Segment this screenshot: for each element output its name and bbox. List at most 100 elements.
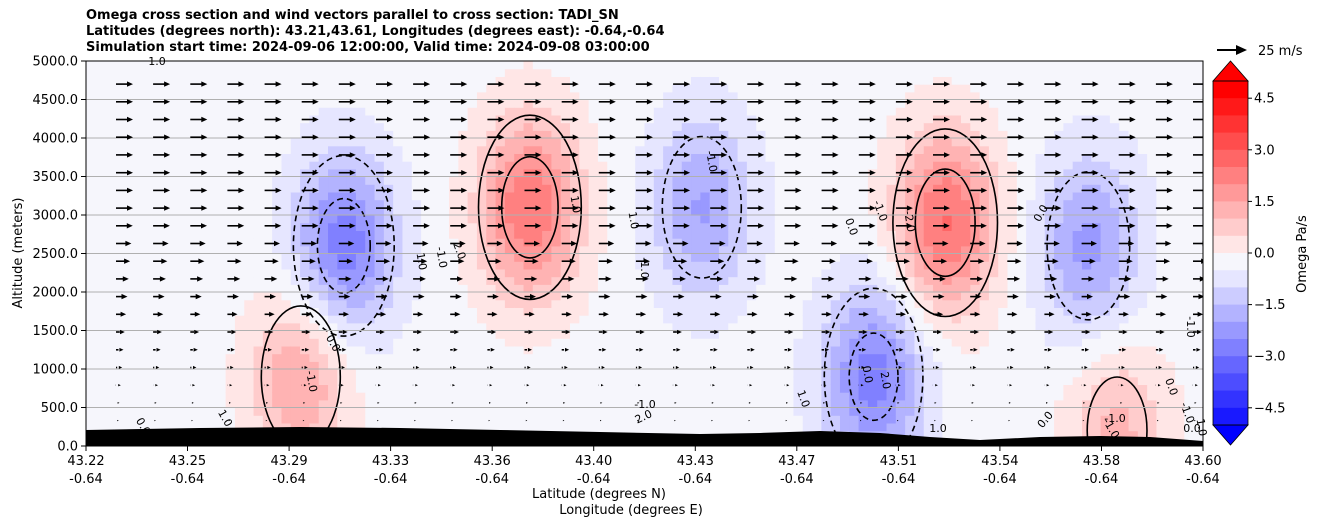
field-cell xyxy=(160,245,171,255)
field-cell xyxy=(86,338,96,347)
field-cell xyxy=(597,392,608,401)
field-cell xyxy=(895,369,906,378)
field-cell xyxy=(318,376,329,385)
field-cell xyxy=(691,107,701,116)
field-cell xyxy=(579,338,590,347)
field-cell xyxy=(951,353,962,362)
field-cell xyxy=(113,376,124,385)
field-cell xyxy=(523,230,534,239)
field-cell xyxy=(830,369,841,378)
field-cell xyxy=(542,292,553,301)
field-cell xyxy=(737,130,748,139)
title-line-1: Omega cross section and wind vectors par… xyxy=(86,8,619,23)
field-cell xyxy=(635,276,646,285)
field-cell xyxy=(756,76,767,85)
field-cell xyxy=(374,369,385,378)
field-cell xyxy=(691,399,701,409)
field-cell xyxy=(979,199,990,208)
field-cell xyxy=(95,330,106,339)
field-cell xyxy=(504,369,515,378)
field-cell xyxy=(802,207,813,216)
field-cell xyxy=(523,130,534,139)
field-cell xyxy=(532,207,543,216)
field-cell xyxy=(151,315,162,324)
field-cell xyxy=(207,415,217,424)
field-cell xyxy=(169,369,180,378)
field-cell xyxy=(542,222,553,231)
field-cell xyxy=(309,176,320,185)
field-cell xyxy=(746,207,757,216)
field-cell xyxy=(951,76,962,85)
field-cell xyxy=(998,376,1009,385)
field-cell xyxy=(476,114,487,124)
field-cell xyxy=(179,61,189,70)
field-cell xyxy=(998,268,1009,278)
field-cell xyxy=(188,76,199,85)
field-cell xyxy=(960,268,971,278)
field-cell xyxy=(402,422,413,432)
field-cell xyxy=(365,138,376,147)
field-cell xyxy=(95,353,106,362)
field-cell xyxy=(691,407,701,416)
field-cell xyxy=(467,161,478,170)
field-cell xyxy=(402,338,413,347)
field-cell xyxy=(756,153,767,162)
field-cell xyxy=(318,399,329,409)
field-cell xyxy=(653,376,664,385)
field-cell xyxy=(700,230,711,239)
title-line-2: Latitudes (degrees north): 43.21,43.61, … xyxy=(86,24,665,39)
field-cell xyxy=(653,353,664,362)
field-cell xyxy=(309,345,320,355)
field-cell xyxy=(700,392,711,401)
field-cell xyxy=(951,191,962,201)
field-cell xyxy=(988,168,999,178)
field-cell xyxy=(439,176,450,185)
field-cell xyxy=(560,107,571,116)
field-cell xyxy=(942,345,953,355)
field-cell xyxy=(234,361,245,370)
field-cell xyxy=(774,107,785,116)
field-cell xyxy=(812,230,822,239)
field-cell xyxy=(821,99,832,108)
field-cell xyxy=(839,330,850,339)
field-cell xyxy=(272,122,283,131)
field-cell xyxy=(793,153,804,162)
field-cell xyxy=(579,222,590,231)
field-cell xyxy=(179,307,189,316)
field-cell xyxy=(151,68,162,77)
field-cell xyxy=(709,322,720,332)
field-cell xyxy=(988,245,999,255)
field-cell xyxy=(616,207,627,216)
field-cell xyxy=(998,338,1009,347)
field-cell xyxy=(365,168,376,178)
field-cell xyxy=(570,207,580,216)
field-cell xyxy=(625,384,636,393)
field-cell xyxy=(607,376,618,385)
field-cell xyxy=(449,261,459,270)
field-cell xyxy=(737,384,748,393)
field-cell xyxy=(300,207,310,216)
field-cell xyxy=(207,307,217,316)
field-cell xyxy=(858,191,869,201)
field-cell xyxy=(458,322,469,332)
field-cell xyxy=(151,369,162,378)
field-cell xyxy=(523,399,534,409)
field-cell xyxy=(951,399,962,409)
field-cell xyxy=(597,61,608,70)
field-cell xyxy=(532,376,543,385)
field-cell xyxy=(653,61,664,70)
field-cell xyxy=(756,215,767,224)
field-cell xyxy=(886,99,897,108)
field-cell xyxy=(942,76,953,85)
field-cell xyxy=(290,399,301,409)
field-cell xyxy=(393,168,404,178)
field-cell xyxy=(681,353,692,362)
field-cell xyxy=(374,284,385,293)
field-cell xyxy=(691,99,701,108)
field-cell xyxy=(225,338,236,347)
field-cell xyxy=(504,138,515,147)
field-cell xyxy=(104,230,115,239)
field-cell xyxy=(635,61,646,70)
field-cell xyxy=(458,138,469,147)
field-cell xyxy=(523,415,534,424)
